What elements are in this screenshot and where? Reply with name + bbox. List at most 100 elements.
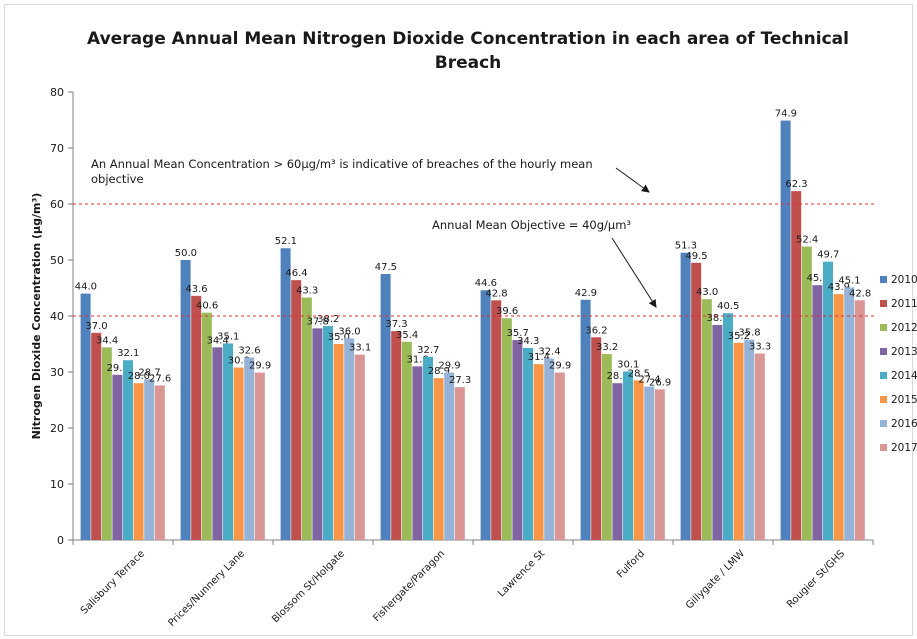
legend-swatch-2016	[880, 420, 887, 427]
bar-2017	[154, 385, 165, 540]
data-label-2010: 47.5	[375, 262, 397, 273]
bar-2016	[344, 338, 355, 540]
data-label-2012: 33.2	[596, 342, 618, 353]
bar-2013	[512, 340, 523, 540]
data-label-2016: 28.7	[138, 367, 160, 378]
bar-2017	[354, 354, 365, 540]
y-tick-label: 50	[50, 254, 64, 267]
legend-label-2016: 2016	[891, 418, 917, 430]
chart-title-line-1: Average Annual Mean Nitrogen Dioxide Con…	[87, 29, 849, 49]
bar-2017	[254, 372, 265, 540]
bar-2016	[144, 379, 155, 540]
bar-2012	[801, 246, 812, 540]
legend-label-2017: 2017	[891, 442, 917, 454]
data-label-2016: 32.4	[538, 347, 560, 358]
y-tick-label: 40	[50, 310, 64, 323]
bar-2012	[401, 341, 412, 540]
data-label-2014: 32.7	[417, 345, 439, 356]
bar-2015	[833, 294, 844, 540]
bar-2016	[244, 357, 255, 540]
chart-title-line-2: Breach	[435, 53, 502, 73]
legend-swatch-2014	[880, 372, 887, 379]
bar-2010	[280, 248, 291, 541]
bar-2017	[854, 300, 865, 540]
bar-2013	[712, 324, 723, 540]
data-label-2016: 45.1	[838, 275, 860, 286]
bar-2012	[701, 299, 712, 540]
data-label-2015: 31.4	[528, 352, 550, 363]
bar-2013	[412, 366, 423, 540]
bar-2014	[223, 343, 233, 540]
data-label-2017: 26.9	[649, 377, 671, 388]
data-label-2012: 43.3	[296, 286, 318, 297]
data-label-2014: 32.1	[117, 348, 139, 359]
legend-swatch-2010	[880, 276, 887, 283]
data-label-2015: 28.9	[428, 366, 450, 377]
legend-label-2015: 2015	[891, 394, 917, 406]
y-tick-label: 10	[50, 478, 64, 491]
data-label-2012: 40.6	[196, 301, 218, 312]
bar-2011	[791, 191, 802, 540]
bar-2017	[754, 353, 765, 540]
bar-2011	[491, 300, 502, 540]
bar-2012	[501, 318, 512, 540]
bar-2010	[180, 260, 191, 540]
bar-2017	[454, 387, 465, 540]
bar-2012	[201, 312, 212, 540]
data-label-2017: 29.9	[549, 361, 571, 372]
bar-2014	[823, 261, 833, 540]
bar-2014	[723, 313, 733, 540]
data-label-2011: 42.8	[485, 288, 507, 299]
annotation-40-text: Annual Mean Objective = 40g/µm³	[432, 218, 631, 232]
bar-2010	[780, 120, 791, 540]
data-label-2016: 29.9	[438, 361, 460, 372]
data-label-2010: 74.9	[775, 109, 797, 120]
data-label-2015: 30.8	[228, 356, 250, 367]
bar-2017	[554, 372, 565, 540]
bar-2016	[744, 339, 755, 540]
data-label-2011: 37.0	[85, 321, 107, 332]
data-label-2017: 42.8	[849, 288, 871, 299]
bar-2010	[380, 274, 391, 540]
bar-2011	[691, 262, 702, 540]
bar-2013	[612, 383, 623, 540]
bar-2015	[233, 367, 244, 540]
bar-2011	[291, 280, 302, 540]
legend-label-2012: 2012	[891, 322, 917, 334]
bar-2010	[680, 252, 691, 540]
y-tick-label: 80	[50, 86, 64, 99]
bar-2015	[533, 364, 544, 540]
data-label-2013: 37.8	[307, 316, 329, 327]
data-label-2010: 42.9	[575, 288, 597, 299]
bar-2010	[580, 299, 591, 540]
bar-2015	[733, 342, 744, 540]
x-category-label: Blossom St/Holgate	[270, 548, 347, 625]
bar-2015	[333, 344, 344, 540]
annotation-60-arrow	[615, 167, 650, 193]
data-label-2014: 38.2	[317, 314, 339, 325]
x-category-label: Fulford	[615, 548, 647, 580]
y-tick-label: 70	[50, 142, 64, 155]
legend-label-2013: 2013	[891, 346, 917, 358]
bar-2011	[91, 332, 102, 540]
bar-2014	[523, 347, 533, 540]
bar-2012	[301, 297, 312, 540]
bar-2014	[123, 360, 133, 540]
data-label-2014: 35.1	[217, 331, 239, 342]
annotation-60-line: An Annual Mean Concentration > 60µg/m³ i…	[91, 157, 593, 171]
bar-2017	[654, 389, 665, 540]
y-tick-label: 0	[57, 534, 64, 547]
bar-2012	[101, 347, 112, 540]
data-label-2011: 36.2	[585, 325, 607, 336]
data-label-2017: 27.6	[149, 373, 171, 384]
data-label-2011: 46.4	[285, 268, 307, 279]
bar-2013	[112, 374, 123, 540]
data-label-2014: 30.1	[617, 359, 639, 370]
x-category-label: Lawrence St	[496, 548, 547, 599]
data-label-2013: 35.7	[507, 328, 529, 339]
data-label-2013: 28.0	[607, 371, 629, 382]
data-label-2016: 35.8	[738, 328, 760, 339]
x-category-label: Salisbury Terrace	[79, 548, 147, 616]
data-label-2011: 62.3	[785, 179, 807, 190]
